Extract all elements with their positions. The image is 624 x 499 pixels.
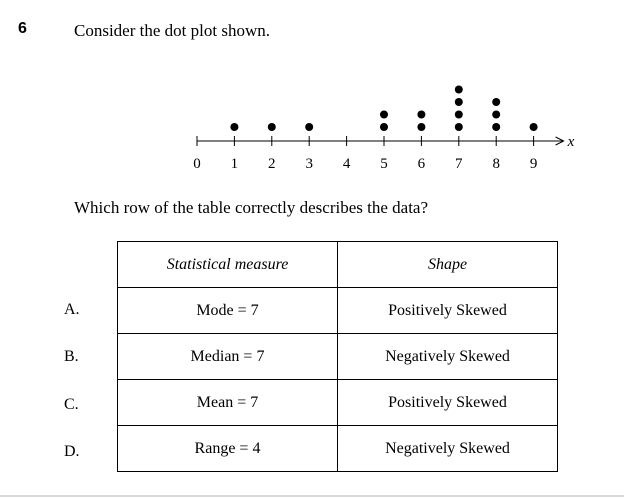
answer-table: Statistical measure Shape Mode = 7 Posit…: [117, 241, 558, 472]
dot-plot: x 0 1 2 3 4 5 6 7 8 9: [193, 85, 575, 172]
data-dot: [454, 110, 463, 119]
tick-label: 7: [455, 156, 463, 172]
table-row-d[interactable]: Range = 4 Negatively Skewed: [117, 425, 558, 472]
tick-label: 2: [268, 156, 276, 172]
measure-cell-d: Range = 4: [117, 425, 338, 472]
data-dot: [492, 110, 501, 119]
tick-label: 1: [231, 156, 239, 172]
data-dot: [380, 110, 388, 119]
axis-variable-label: x: [567, 134, 575, 150]
dot-plot-points: [230, 85, 538, 131]
question-prompt: Consider the dot plot shown.: [74, 21, 270, 40]
tick-label: 6: [418, 156, 426, 172]
tick-label: 9: [530, 156, 538, 172]
bottom-divider: [0, 495, 624, 497]
number-line-axis: x: [196, 134, 575, 150]
tick-label: 5: [380, 156, 388, 172]
data-dot: [454, 123, 463, 131]
shape-cell-a: Positively Skewed: [337, 287, 558, 334]
data-dot: [417, 123, 426, 131]
data-dot: [529, 123, 538, 131]
data-dot: [454, 98, 463, 106]
data-dot: [380, 123, 388, 131]
option-letter-d[interactable]: D.: [64, 443, 80, 460]
data-dot: [492, 123, 501, 131]
shape-cell-d: Negatively Skewed: [337, 425, 558, 472]
measure-cell-c: Mean = 7: [117, 379, 338, 426]
shape-cell-b: Negatively Skewed: [337, 333, 558, 380]
data-dot: [305, 123, 314, 131]
table-row-a[interactable]: Mode = 7 Positively Skewed: [117, 287, 558, 334]
axis-tick-labels: 0 1 2 3 4 5 6 7 8 9: [193, 156, 537, 172]
measure-cell-b: Median = 7: [117, 333, 338, 380]
data-dot: [267, 123, 276, 131]
option-letter-a[interactable]: A.: [64, 301, 80, 318]
data-dot: [454, 85, 463, 94]
option-letter-b[interactable]: B.: [64, 348, 79, 365]
tick-label: 0: [193, 156, 201, 172]
table-row-c[interactable]: Mean = 7 Positively Skewed: [117, 379, 558, 426]
tick-label: 3: [305, 156, 313, 172]
table-header-row: Statistical measure Shape: [117, 241, 558, 288]
table-row-b[interactable]: Median = 7 Negatively Skewed: [117, 333, 558, 380]
tick-label: 8: [492, 156, 500, 172]
axis-arrow-icon: [555, 136, 565, 146]
header-statistical-measure: Statistical measure: [117, 241, 338, 288]
measure-cell-a: Mode = 7: [117, 287, 338, 334]
shape-cell-c: Positively Skewed: [337, 379, 558, 426]
option-letter-c[interactable]: C.: [64, 396, 79, 413]
tick-label: 4: [343, 156, 351, 172]
question-ask: Which row of the table correctly describ…: [74, 198, 429, 217]
data-dot: [230, 123, 239, 131]
question-number: 6: [18, 20, 27, 37]
header-shape: Shape: [337, 241, 558, 288]
data-dot: [417, 110, 426, 119]
data-dot: [492, 98, 501, 106]
